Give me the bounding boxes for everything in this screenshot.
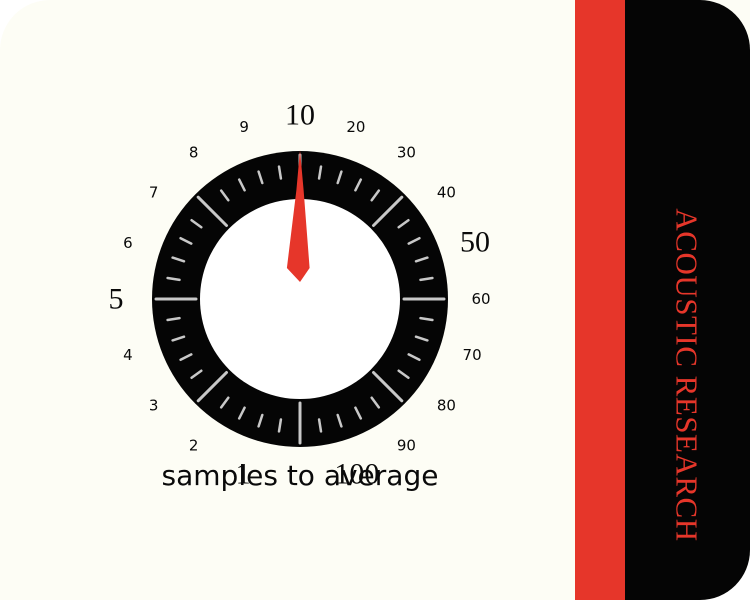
- red-accent-strip: [575, 0, 625, 600]
- dial-label-8: 8: [189, 144, 199, 162]
- dial-minor-tick: [419, 316, 434, 322]
- dial-major-tick: [196, 371, 228, 403]
- dial-minor-tick: [397, 218, 410, 229]
- dial-label-40: 40: [437, 184, 456, 202]
- dial-minor-tick: [354, 178, 363, 192]
- dial-minor-tick: [190, 218, 203, 229]
- dial-minor-tick: [171, 335, 186, 342]
- dial-label-2: 2: [189, 436, 199, 454]
- dial-minor-tick: [190, 369, 203, 380]
- dial-minor-tick: [171, 256, 186, 263]
- dial-minor-tick: [317, 165, 323, 180]
- dial-label-70: 70: [463, 346, 482, 364]
- dial-label-3: 3: [149, 396, 159, 414]
- dial-label-5: 5: [109, 283, 124, 316]
- dial-minor-tick: [370, 396, 381, 409]
- dial-label-60: 60: [471, 290, 490, 308]
- dial-label-30: 30: [397, 144, 416, 162]
- dial-minor-tick: [336, 413, 343, 428]
- dial-minor-tick: [317, 418, 323, 433]
- dial-minor-tick: [407, 353, 421, 362]
- samples-to-average-knob[interactable]: 1 2 3 4 5 6 7 8 9 10 20 30 40 50 60 70 80 90 100: [0, 0, 575, 600]
- brand-side-panel: [625, 0, 750, 600]
- dial-minor-tick: [419, 276, 434, 282]
- dial-major-tick: [196, 195, 228, 227]
- dial-minor-tick: [336, 170, 343, 185]
- dial-minor-tick: [219, 396, 230, 409]
- dial-minor-tick: [257, 170, 264, 185]
- dial-minor-tick: [277, 165, 283, 180]
- dial-minor-tick: [166, 316, 181, 322]
- dial-minor-tick: [237, 178, 246, 192]
- brand-label: ACOUSTIC RESEARCH: [669, 208, 705, 542]
- dial-minor-tick: [257, 413, 264, 428]
- dial-label-90: 90: [397, 436, 416, 454]
- dial-minor-tick: [277, 418, 283, 433]
- dial-label-100: 100: [334, 458, 379, 491]
- dial-minor-tick: [397, 369, 410, 380]
- dial-major-tick: [372, 195, 404, 227]
- dial-label-10: 10: [285, 99, 315, 132]
- dial-minor-tick: [179, 236, 193, 245]
- knob-caption: samples to average: [161, 459, 439, 492]
- dial-minor-tick: [370, 189, 381, 202]
- dial-minor-tick: [407, 236, 421, 245]
- dial-label-80: 80: [437, 396, 456, 414]
- dial-minor-tick: [166, 276, 181, 282]
- dial-label-9: 9: [239, 118, 249, 136]
- dial-label-20: 20: [346, 118, 365, 136]
- dial-ticks: [154, 153, 446, 445]
- dial-label-50: 50: [460, 226, 490, 259]
- dial-minor-tick: [354, 406, 363, 420]
- knob-pointer: [286, 150, 310, 282]
- dial-minor-tick: [219, 189, 230, 202]
- dial-label-6: 6: [123, 234, 133, 252]
- dial-scale-labels: 1 2 3 4 5 6 7 8 9 10 20 30 40 50 60 70 80 90 100: [109, 99, 491, 491]
- dial-face: [200, 199, 400, 399]
- dial-major-tick: [372, 371, 404, 403]
- dial-label-4: 4: [123, 346, 133, 364]
- dial-minor-tick: [179, 353, 193, 362]
- dial-minor-tick: [414, 335, 429, 342]
- dial-label-1: 1: [236, 458, 251, 491]
- dial-minor-tick: [237, 406, 246, 420]
- dial-label-7: 7: [149, 184, 159, 202]
- dial-minor-tick: [414, 256, 429, 263]
